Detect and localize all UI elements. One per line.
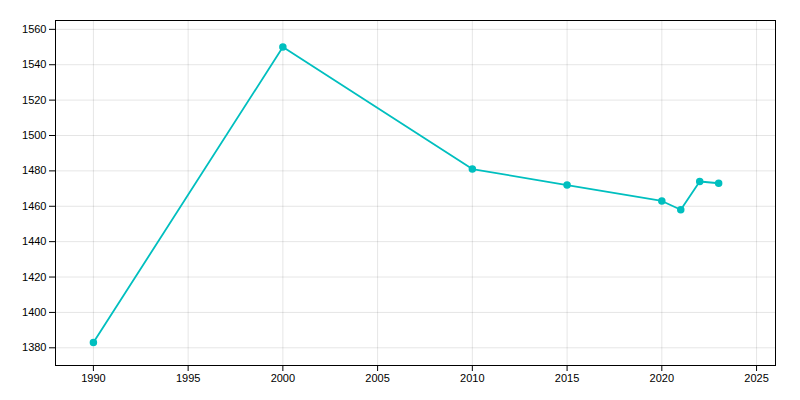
svg-text:1420: 1420 xyxy=(22,271,46,283)
svg-text:1380: 1380 xyxy=(22,341,46,353)
svg-text:1995: 1995 xyxy=(176,372,200,384)
svg-text:2005: 2005 xyxy=(365,372,389,384)
svg-text:1400: 1400 xyxy=(22,306,46,318)
svg-text:2000: 2000 xyxy=(271,372,295,384)
svg-text:2025: 2025 xyxy=(744,372,768,384)
svg-text:2010: 2010 xyxy=(460,372,484,384)
svg-text:1460: 1460 xyxy=(22,200,46,212)
svg-text:2020: 2020 xyxy=(650,372,674,384)
svg-text:1520: 1520 xyxy=(22,94,46,106)
svg-text:1440: 1440 xyxy=(22,235,46,247)
svg-text:1480: 1480 xyxy=(22,164,46,176)
svg-text:1990: 1990 xyxy=(81,372,105,384)
svg-text:2015: 2015 xyxy=(555,372,579,384)
svg-text:1560: 1560 xyxy=(22,23,46,35)
svg-text:1500: 1500 xyxy=(22,129,46,141)
svg-text:1540: 1540 xyxy=(22,58,46,70)
